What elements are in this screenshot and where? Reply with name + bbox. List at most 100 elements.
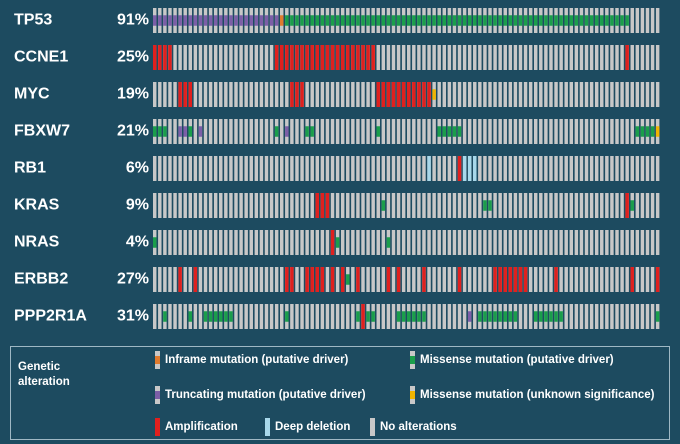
sample-unaltered <box>432 230 436 255</box>
sample-unaltered <box>574 119 579 144</box>
sample-unaltered <box>584 230 589 255</box>
sample-unaltered <box>462 304 467 329</box>
sample-unaltered <box>493 193 497 218</box>
alteration <box>234 15 238 26</box>
sample-unaltered <box>513 82 518 107</box>
gene-name: NRAS <box>14 234 60 251</box>
sample-unaltered <box>457 45 462 70</box>
sample-unaltered <box>396 119 401 144</box>
sample-unaltered <box>391 45 396 70</box>
gene-percent: 27% <box>117 271 149 288</box>
sample-unaltered <box>452 230 457 255</box>
alteration <box>513 311 518 322</box>
sample-unaltered <box>396 156 401 181</box>
alteration <box>269 15 274 26</box>
sample-unaltered <box>615 304 619 329</box>
sample-unaltered <box>208 193 213 218</box>
sample-unaltered <box>462 119 467 144</box>
sample-unaltered <box>539 119 543 144</box>
alteration <box>473 156 477 181</box>
sample-unaltered <box>325 156 330 181</box>
sample-unaltered <box>158 267 162 292</box>
sample-unaltered <box>386 156 391 181</box>
sample-unaltered <box>594 193 599 218</box>
sample-unaltered <box>442 156 447 181</box>
alteration <box>483 15 487 26</box>
alteration <box>203 311 208 322</box>
sample-unaltered <box>376 230 380 255</box>
alteration <box>305 15 309 26</box>
sample-unaltered <box>274 156 279 181</box>
sample-unaltered <box>523 119 528 144</box>
sample-unaltered <box>503 82 507 107</box>
sample-unaltered <box>559 156 563 181</box>
sample-unaltered <box>219 45 223 70</box>
sample-unaltered <box>635 267 640 292</box>
alteration <box>508 311 513 322</box>
alteration <box>340 15 345 26</box>
sample-unaltered <box>437 45 441 70</box>
sample-unaltered <box>462 82 467 107</box>
sample-unaltered <box>340 82 345 107</box>
gene-percent: 6% <box>126 160 149 177</box>
alteration <box>310 126 314 137</box>
alteration <box>401 82 406 107</box>
legend-label: Inframe mutation (putative driver) <box>165 354 349 366</box>
sample-unaltered <box>335 119 340 144</box>
alteration <box>523 267 528 292</box>
alteration <box>513 267 518 292</box>
sample-unaltered <box>528 156 533 181</box>
alteration <box>483 311 487 322</box>
sample-unaltered <box>437 156 441 181</box>
sample-unaltered <box>584 304 589 329</box>
sample-unaltered <box>630 304 634 329</box>
alteration <box>523 15 528 26</box>
sample-unaltered <box>386 193 391 218</box>
alteration <box>528 15 533 26</box>
alteration <box>544 15 548 26</box>
sample-unaltered <box>351 156 355 181</box>
sample-unaltered <box>280 119 284 144</box>
sample-unaltered <box>401 156 406 181</box>
sample-unaltered <box>168 156 172 181</box>
sample-unaltered <box>523 193 528 218</box>
sample-unaltered <box>610 45 614 70</box>
sample-unaltered <box>412 156 416 181</box>
sample-unaltered <box>244 304 248 329</box>
sample-unaltered <box>447 45 452 70</box>
sample-unaltered <box>437 230 441 255</box>
sample-unaltered <box>569 193 574 218</box>
sample-unaltered <box>178 45 182 70</box>
sample-unaltered <box>447 156 452 181</box>
sample-unaltered <box>274 304 279 329</box>
sample-unaltered <box>635 230 640 255</box>
alteration <box>478 311 482 322</box>
sample-unaltered <box>508 82 513 107</box>
sample-unaltered <box>371 82 375 107</box>
sample-unaltered <box>295 267 299 292</box>
sample-unaltered <box>188 193 193 218</box>
alteration <box>290 15 294 26</box>
sample-unaltered <box>173 156 177 181</box>
sample-unaltered <box>437 82 441 107</box>
sample-unaltered <box>620 45 624 70</box>
sample-unaltered <box>427 45 431 70</box>
sample-unaltered <box>259 119 264 144</box>
alteration <box>442 15 447 26</box>
alteration <box>559 311 563 322</box>
sample-unaltered <box>432 45 436 70</box>
sample-unaltered <box>620 267 624 292</box>
sample-unaltered <box>503 156 507 181</box>
sample-unaltered <box>625 156 629 181</box>
sample-unaltered <box>356 82 360 107</box>
sample-unaltered <box>447 304 452 329</box>
alteration <box>539 15 543 26</box>
sample-unaltered <box>153 304 157 329</box>
sample-unaltered <box>620 193 624 218</box>
sample-unaltered <box>615 267 619 292</box>
sample-unaltered <box>615 82 619 107</box>
sample-unaltered <box>259 156 264 181</box>
sample-unaltered <box>351 82 355 107</box>
sample-unaltered <box>610 304 614 329</box>
alteration <box>290 45 294 70</box>
